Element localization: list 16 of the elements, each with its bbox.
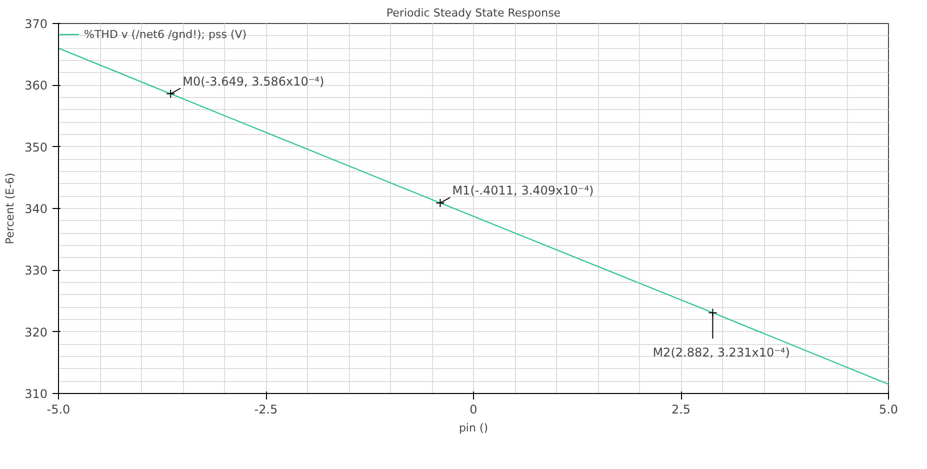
y-tick-label: 340 — [24, 202, 48, 216]
x-tick-label: 5.0 — [878, 402, 898, 416]
y-tick-label: 330 — [24, 264, 48, 278]
y-tick-label: 370 — [24, 17, 48, 31]
y-tick-label: 360 — [24, 78, 48, 93]
y-tick-label: 310 — [24, 387, 48, 401]
x-tick-label: -2.5 — [254, 402, 278, 416]
y-tick-label: 320 — [24, 325, 48, 340]
legend-label: %THD v (/net6 /gnd!); pss (V) — [84, 28, 247, 40]
y-tick-label: 350 — [24, 140, 48, 154]
x-tick-label: 2.5 — [671, 402, 691, 416]
x-tick-label: -5.0 — [46, 402, 70, 416]
x-tick-label: 0 — [470, 402, 478, 416]
y-axis-title: Percent (E-6) — [4, 172, 17, 244]
chart-title: Periodic Steady State Response — [386, 6, 561, 20]
x-axis-title: pin () — [458, 422, 488, 434]
